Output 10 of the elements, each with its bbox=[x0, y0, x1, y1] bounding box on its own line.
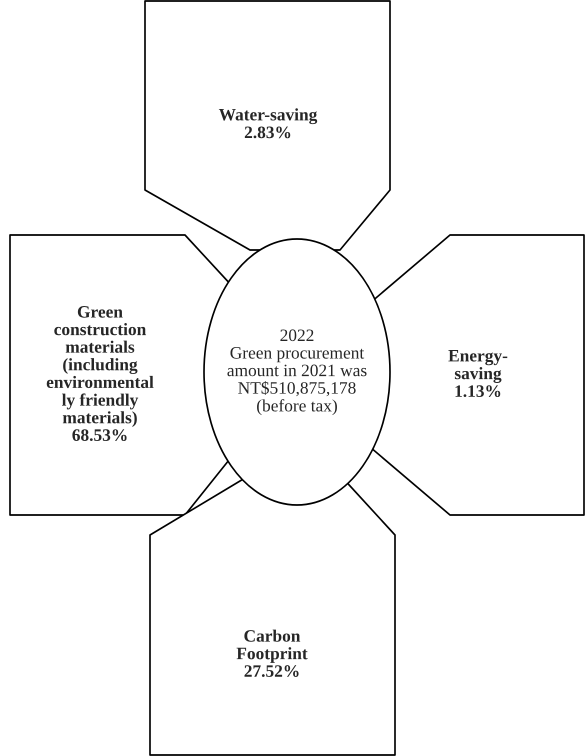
data-label: 2.83% bbox=[244, 126, 290, 138]
category-label: Energy-saving bbox=[448, 350, 508, 383]
category-label: Green construction materials (including environmentally friendly materials) bbox=[46, 306, 154, 427]
text: Green procurement amount in 2021 was NT$510,875,178 (before tax) bbox=[227, 347, 367, 416]
data-label: 27.52% bbox=[244, 665, 299, 677]
data-label: 68.53% bbox=[72, 429, 127, 442]
category-label: Water-saving bbox=[218, 108, 318, 124]
data-label: 1.13% bbox=[456, 385, 500, 398]
text: 2022 bbox=[280, 329, 314, 342]
category-label: Carbon Footprint bbox=[236, 630, 308, 663]
